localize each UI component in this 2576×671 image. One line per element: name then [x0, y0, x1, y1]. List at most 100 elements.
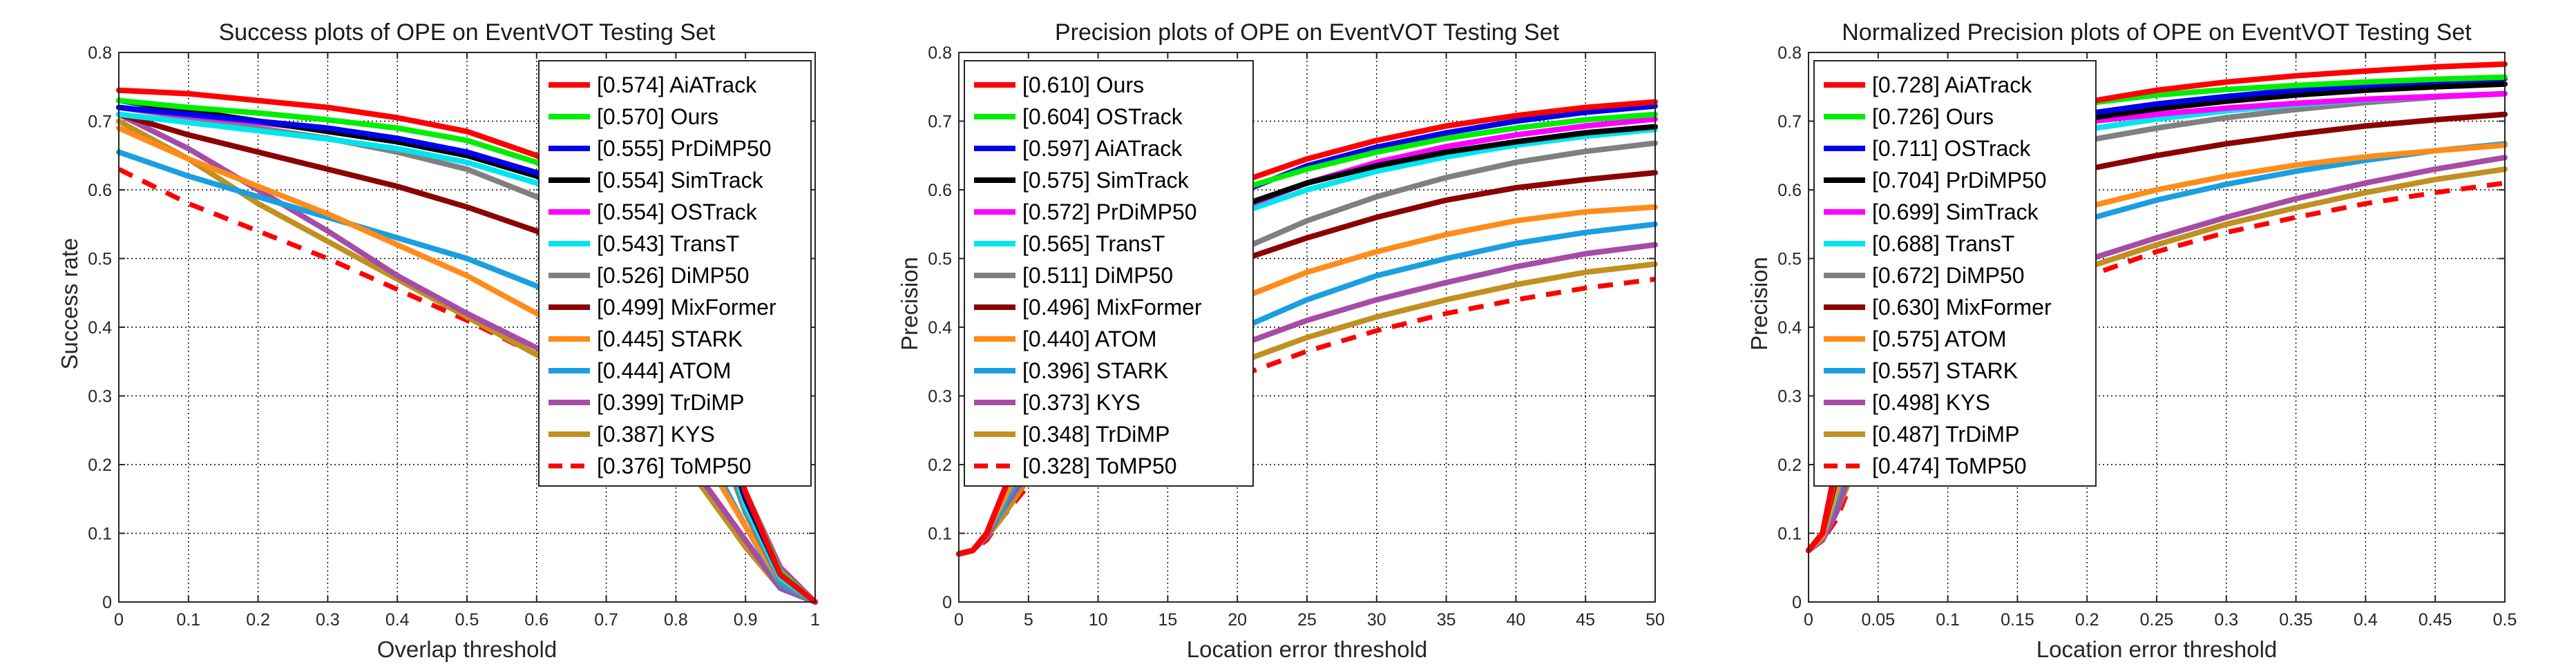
x-tick-label: 20	[1228, 610, 1247, 630]
legend-label: [0.565] TransT	[1022, 231, 1165, 256]
legend-label: [0.711] OSTrack	[1872, 136, 2031, 161]
x-tick-label: 0.45	[2418, 610, 2452, 630]
y-tick-label: 0.1	[88, 525, 112, 544]
legend-label: [0.348] TrDiMP	[1022, 422, 1170, 447]
y-axis-label: Precision	[1746, 257, 1772, 351]
y-tick-label: 0.6	[88, 181, 112, 200]
x-tick-label: 0.7	[594, 610, 618, 630]
legend-label: [0.555] PrDiMP50	[597, 136, 772, 161]
legend-label: [0.444] ATOM	[597, 358, 731, 383]
y-tick-label: 0.7	[928, 113, 952, 132]
legend-label: [0.574] AiATrack	[597, 72, 757, 97]
x-tick-label: 35	[1437, 610, 1456, 630]
legend-label: [0.572] PrDiMP50	[1022, 200, 1197, 224]
x-tick-label: 5	[1024, 610, 1033, 630]
x-tick-label: 0.1	[176, 610, 200, 630]
y-tick-label: 0.5	[1777, 250, 1802, 269]
normalized-precision-plot-panel: Normalized Precision plots of OPE on Eve…	[1746, 19, 2517, 662]
y-tick-label: 0.7	[88, 113, 112, 132]
x-tick-label: 0.2	[2075, 610, 2099, 630]
y-tick-label: 0.3	[928, 387, 952, 407]
legend-label: [0.575] ATOM	[1872, 327, 2006, 351]
axes-box	[1808, 52, 2506, 603]
legend-label: [0.399] TrDiMP	[597, 390, 744, 415]
y-tick-label: 0.5	[88, 250, 112, 269]
legend-label: [0.499] MixFormer	[597, 295, 776, 320]
legend-label: [0.672] DiMP50	[1872, 263, 2025, 288]
y-tick-label: 0.6	[1777, 181, 1802, 200]
x-tick-label: 0	[1804, 610, 1813, 630]
legend-label: [0.726] Ours	[1872, 104, 1994, 129]
x-tick-label: 0.9	[734, 610, 758, 630]
chart-title: Success plots of OPE on EventVOT Testing…	[219, 19, 716, 46]
x-axis-label: Location error threshold	[1187, 636, 1428, 662]
x-tick-label: 0.8	[664, 610, 688, 630]
legend-label: [0.554] SimTrack	[597, 168, 764, 193]
legend-label: [0.688] TransT	[1872, 231, 2014, 256]
legend-label: [0.498] KYS	[1872, 390, 1990, 415]
y-axis-label: Success rate	[57, 238, 82, 370]
success-plot-panel: Success plots of OPE on EventVOT Testing…	[57, 19, 820, 662]
y-tick-label: 0.2	[1777, 456, 1802, 475]
x-tick-label: 0.2	[246, 610, 270, 630]
legend-label: [0.610] Ours	[1022, 72, 1144, 97]
legend-label: [0.511] DiMP50	[1022, 263, 1173, 288]
x-tick-label: 0.15	[2001, 610, 2034, 630]
x-axis-label: Location error threshold	[2036, 636, 2278, 662]
x-tick-label: 40	[1506, 610, 1525, 630]
x-tick-label: 30	[1367, 610, 1386, 630]
y-tick-label: 0.2	[88, 456, 112, 475]
legend-label: [0.373] KYS	[1022, 390, 1141, 415]
y-axis-label: Precision	[897, 257, 922, 351]
y-tick-label: 0.3	[88, 387, 112, 407]
x-tick-label: 50	[1645, 610, 1665, 630]
precision-plot-panel: Precision plots of OPE on EventVOT Testi…	[897, 19, 1665, 662]
legend-label: [0.496] MixFormer	[1022, 295, 1202, 320]
y-tick-label: 0	[102, 593, 112, 612]
legend-label: [0.557] STARK	[1872, 358, 2018, 383]
legend-label: [0.387] KYS	[597, 422, 715, 447]
x-tick-label: 0.5	[2493, 610, 2517, 630]
x-tick-label: 45	[1576, 610, 1595, 630]
y-tick-label: 0.8	[88, 43, 112, 63]
x-tick-label: 0.3	[316, 610, 340, 630]
y-tick-label: 0.2	[928, 456, 952, 475]
x-tick-label: 0.3	[2214, 610, 2238, 630]
y-tick-label: 0.4	[1777, 318, 1802, 338]
legend-label: [0.604] OSTrack	[1022, 104, 1183, 129]
x-tick-label: 0.6	[524, 610, 548, 630]
legend-label: [0.440] ATOM	[1022, 327, 1156, 351]
y-tick-label: 0	[1792, 593, 1802, 612]
y-tick-label: 0.4	[88, 318, 112, 338]
axes-box	[118, 52, 816, 603]
series-line	[116, 125, 818, 605]
y-tick-label: 0.6	[928, 181, 952, 200]
legend-label: [0.597] AiATrack	[1022, 136, 1183, 161]
x-tick-label: 0.1	[1936, 610, 1960, 630]
legend-label: [0.396] STARK	[1022, 358, 1168, 383]
x-tick-label: 0.05	[1861, 610, 1895, 630]
legend-label: [0.376] ToMP50	[597, 454, 752, 478]
x-tick-label: 15	[1158, 610, 1177, 630]
series-line	[116, 87, 818, 605]
x-tick-label: 0.5	[455, 610, 479, 630]
legend-label: [0.474] ToMP50	[1872, 454, 2027, 478]
legend-label: [0.570] Ours	[597, 104, 718, 129]
series-line	[117, 166, 817, 605]
y-tick-label: 0.1	[1777, 525, 1802, 544]
x-tick-label: 0.25	[2140, 610, 2174, 630]
x-tick-label: 0.35	[2279, 610, 2313, 630]
y-tick-label: 0.3	[1777, 387, 1802, 407]
axes-box	[958, 52, 1656, 603]
legend-label: [0.554] OSTrack	[597, 200, 758, 224]
y-tick-label: 0.4	[928, 318, 952, 338]
x-tick-label: 1	[810, 610, 820, 630]
legend-label: [0.328] ToMP50	[1022, 454, 1177, 478]
legend-label: [0.526] DiMP50	[597, 263, 750, 288]
legend-label: [0.728] AiATrack	[1872, 72, 2032, 97]
y-tick-label: 0.8	[928, 43, 952, 63]
x-tick-label: 0	[114, 610, 124, 630]
y-tick-label: 0.8	[1777, 43, 1802, 63]
legend-label: [0.445] STARK	[597, 327, 743, 351]
